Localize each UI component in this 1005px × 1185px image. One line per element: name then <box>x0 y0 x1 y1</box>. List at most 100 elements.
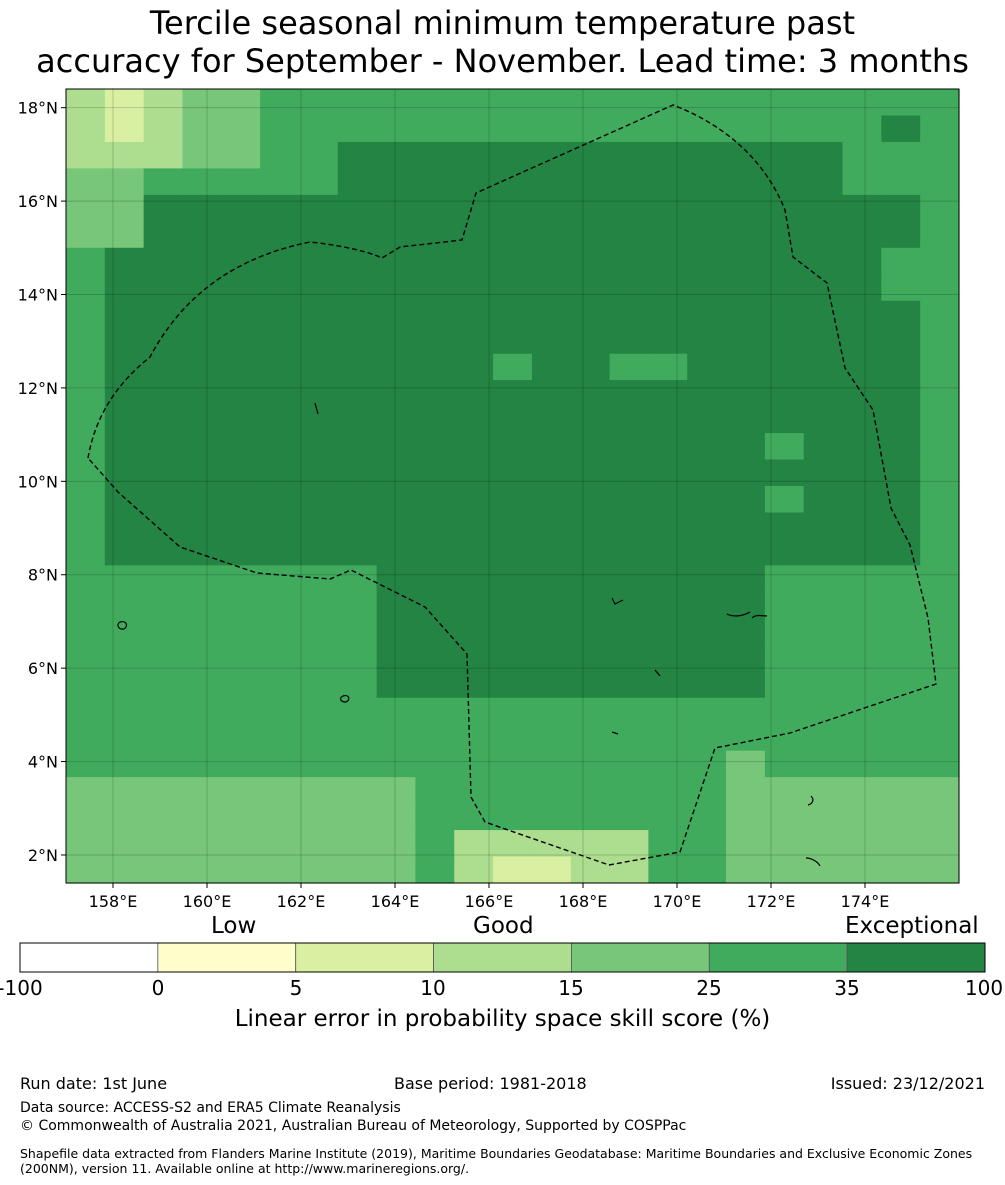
skill-cell <box>104 300 145 328</box>
skill-cell <box>687 247 727 275</box>
skill-cell <box>415 459 455 487</box>
skill-cell <box>454 486 494 514</box>
skill-cell <box>609 512 649 540</box>
skill-cell <box>842 697 882 725</box>
skill-cell <box>104 697 145 725</box>
colorbar-label: Linear error in probability space skill … <box>234 1006 771 1032</box>
skill-cell <box>881 512 921 540</box>
skill-cell <box>415 856 455 884</box>
skill-cell <box>687 141 727 169</box>
skill-cell <box>493 803 533 831</box>
skill-cell <box>376 803 417 831</box>
skill-cell <box>648 406 688 434</box>
skill-cell <box>337 433 378 461</box>
skill-cell <box>609 459 649 487</box>
skill-cell <box>337 777 378 805</box>
skill-cell <box>648 353 688 381</box>
skill-cell <box>376 671 417 699</box>
skill-cell <box>493 777 533 805</box>
skill-cell <box>376 353 417 381</box>
skill-cell <box>764 274 805 302</box>
skill-cell <box>648 538 688 566</box>
skill-cell <box>337 300 378 328</box>
skill-cell <box>454 644 494 672</box>
skill-cell <box>182 591 222 619</box>
skill-cell <box>66 856 106 884</box>
skill-cell <box>609 618 649 646</box>
skill-cell <box>182 141 222 169</box>
skill-cell <box>143 247 184 275</box>
skill-cell <box>493 565 533 593</box>
skill-cell <box>260 380 300 408</box>
skill-cell <box>454 115 494 143</box>
skill-cell <box>143 406 184 434</box>
lat-tick-label: 14°N <box>18 286 58 305</box>
island <box>805 857 821 867</box>
skill-cell <box>182 247 222 275</box>
skill-cell <box>531 697 572 725</box>
skill-cell <box>842 671 882 699</box>
skill-cell <box>260 618 300 646</box>
skill-cell <box>298 618 339 646</box>
island <box>751 614 768 619</box>
base-period: Base period: 1981-2018 <box>394 1074 587 1093</box>
skill-cell <box>803 115 844 143</box>
eez-boundary <box>87 104 937 866</box>
skill-cell <box>221 750 261 778</box>
island <box>117 621 128 630</box>
skill-cell <box>920 274 960 302</box>
skill-cell <box>531 618 572 646</box>
skill-cell <box>104 406 145 434</box>
skill-cell <box>337 353 378 381</box>
skill-cell <box>531 141 572 169</box>
skill-cell <box>920 406 960 434</box>
skill-cell <box>415 750 455 778</box>
skill-cell <box>260 750 300 778</box>
skill-cell <box>842 512 882 540</box>
island <box>611 597 624 605</box>
skill-cell <box>143 591 184 619</box>
skill-cell <box>260 406 300 434</box>
skill-cell <box>376 538 417 566</box>
skill-cell <box>221 512 261 540</box>
skill-cell <box>493 406 533 434</box>
colorbar-segment <box>433 942 572 973</box>
skill-cell <box>66 777 106 805</box>
skill-cell <box>764 618 805 646</box>
skill-cell <box>570 512 611 540</box>
skill-cell <box>221 777 261 805</box>
shapefile-attribution: Shapefile data extracted from Flanders M… <box>20 1146 973 1176</box>
skill-cell <box>881 353 921 381</box>
island <box>654 669 661 677</box>
skill-cell <box>726 300 766 328</box>
skill-cell <box>920 512 960 540</box>
skill-cell <box>104 327 145 355</box>
skill-cell <box>182 353 222 381</box>
skill-cell <box>803 433 844 461</box>
skill-cell <box>143 300 184 328</box>
skill-cell <box>803 247 844 275</box>
colorbar-tick: -100 <box>0 976 43 1000</box>
skill-cell <box>376 486 417 514</box>
skill-cell <box>376 327 417 355</box>
skill-cell <box>803 353 844 381</box>
skill-cell <box>493 274 533 302</box>
skill-cell <box>376 300 417 328</box>
skill-cell <box>531 89 572 117</box>
skill-cell <box>182 274 222 302</box>
skill-cell <box>803 830 844 858</box>
skill-cell <box>764 486 805 514</box>
skill-cell <box>298 697 339 725</box>
skill-cell <box>920 777 960 805</box>
skill-cell <box>764 433 805 461</box>
skill-cell <box>531 247 572 275</box>
skill-cell <box>66 115 106 143</box>
skill-cell <box>648 433 688 461</box>
skill-cell <box>104 830 145 858</box>
skill-cell <box>493 115 533 143</box>
skill-cell <box>648 591 688 619</box>
skill-cell <box>415 247 455 275</box>
skill-cell <box>687 433 727 461</box>
skill-cell <box>454 247 494 275</box>
skill-cell <box>842 141 882 169</box>
